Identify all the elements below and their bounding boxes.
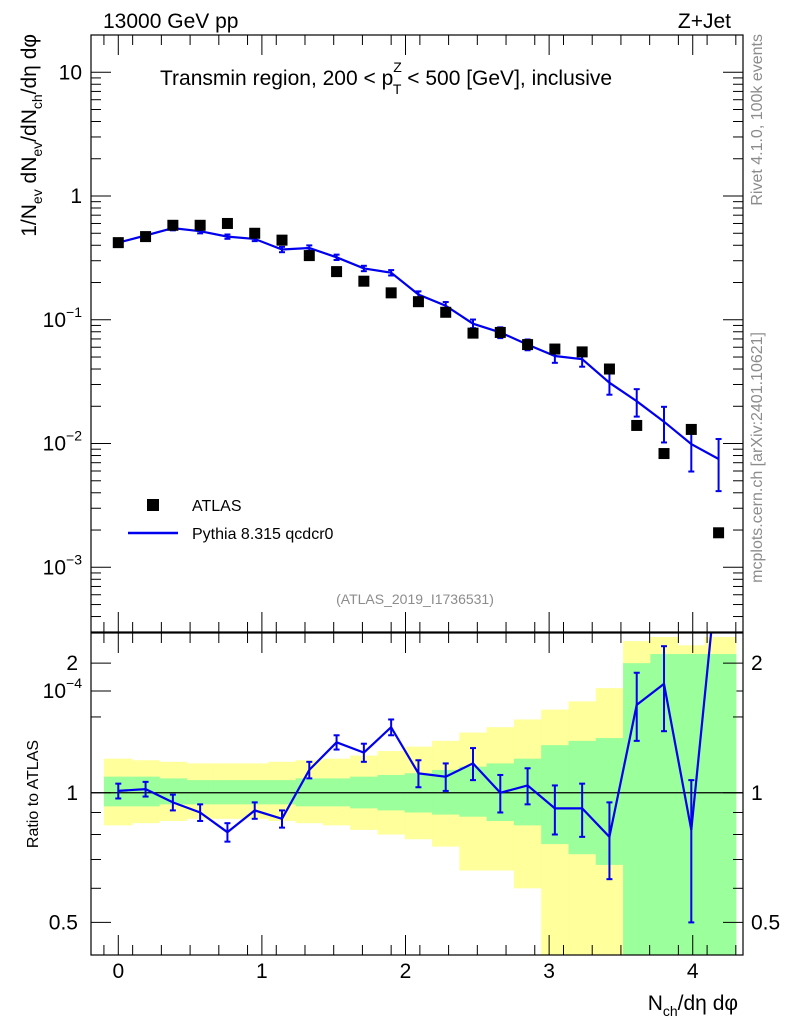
atlas-data-point <box>412 296 424 308</box>
legend-label-pythia: Pythia 8.315 qcdcr0 <box>192 526 334 543</box>
tick-base: 10 <box>43 680 66 703</box>
atlas-data-point <box>303 250 315 262</box>
tick-exponent: −3 <box>66 551 82 567</box>
ylabel-b: dN <box>18 157 41 190</box>
ratio-ytick-label-right: 0.5 <box>751 911 780 934</box>
atlas-data-point <box>385 287 397 299</box>
atlas-data-point <box>658 448 670 460</box>
ratio-xlabel: Nch/dη dφ <box>648 992 738 1019</box>
atlas-data-point <box>112 237 124 249</box>
xlabel-a-sub: ch <box>663 1003 678 1019</box>
atlas-data-point <box>603 363 615 375</box>
atlas-data-point <box>685 423 697 435</box>
title-pre: Transmin region, 200 < p <box>160 67 393 90</box>
xlabel-b: /dη dφ <box>678 992 738 1015</box>
tick-base: 1 <box>70 185 82 208</box>
title-post: < 500 [GeV], inclusive <box>401 67 612 90</box>
ratio-ytick-label-left: 1 <box>66 782 78 805</box>
atlas-data-point <box>522 339 534 351</box>
atlas-data-point <box>140 231 152 243</box>
atlas-data-point <box>194 219 206 231</box>
title-sub: T <box>393 81 402 97</box>
uncertainty-band-inner <box>704 654 737 955</box>
xlabel-a: N <box>648 992 663 1015</box>
analysis-watermark: (ATLAS_2019_I1736531) <box>336 591 494 607</box>
main-ytick-label: 10−4 <box>43 675 83 703</box>
ylabel-d: /dη dφ <box>18 34 41 94</box>
atlas-data-point <box>549 343 561 355</box>
rivet-label: Rivet 4.1.0, 100k events <box>749 34 766 206</box>
ylabel-a-sub: ev <box>29 189 45 204</box>
atlas-data-point <box>713 527 725 539</box>
tick-exponent: −1 <box>66 304 82 320</box>
atlas-data-point <box>358 275 370 287</box>
mcplots-label: mcplots.cern.ch [arXiv:2401.10621] <box>749 332 766 583</box>
ratio-xtick-label: 3 <box>543 960 555 983</box>
ratio-ytick-label-left: 0.5 <box>49 911 78 934</box>
ylabel-c: /dN <box>18 109 41 142</box>
ratio-xtick-label: 0 <box>112 960 124 983</box>
atlas-data-point <box>576 346 588 358</box>
ratio-frame <box>90 632 744 956</box>
ratio-ytick-label-left: 2 <box>66 652 78 675</box>
ratio-xtick-label: 2 <box>400 960 412 983</box>
main-ytick-label: 1 <box>70 185 82 208</box>
ylabel-b-sub: ev <box>29 142 45 157</box>
atlas-data-point <box>276 234 288 246</box>
atlas-data-point <box>221 217 233 229</box>
plot-title: Transmin region, 200 < pZ T < 500 [GeV], … <box>160 59 612 97</box>
legend-label-atlas: ATLAS <box>192 498 242 515</box>
ylabel-c-sub: ch <box>29 94 45 109</box>
atlas-data-point <box>440 306 452 318</box>
ratio-panel: 2 2 1 1 0.5 0.5 0 1 2 3 4 Ratio to ATLAS Nch/dη dφ <box>25 632 780 1019</box>
ratio-xtick-label: 4 <box>687 960 699 983</box>
main-ytick-label: 10−3 <box>43 551 83 579</box>
header-left: 13000 GeV pp <box>103 10 238 33</box>
ratio-ytick-label-right: 1 <box>751 782 763 805</box>
legend-marker-atlas <box>147 499 159 511</box>
atlas-data-point <box>167 219 179 231</box>
ratio-ytick-label-right: 2 <box>751 652 763 675</box>
atlas-data-point <box>331 266 343 278</box>
tick-base: 10 <box>59 61 82 84</box>
tick-base: 10 <box>43 433 66 456</box>
tick-base: 10 <box>43 556 66 579</box>
main-ytick-label: 10−2 <box>43 428 83 456</box>
legend: ATLAS Pythia 8.315 qcdcr0 <box>128 498 334 543</box>
tick-exponent: −4 <box>66 675 82 691</box>
main-ytick-label: 10 <box>59 61 82 84</box>
tick-exponent: −2 <box>66 428 82 444</box>
ratio-xtick-label: 1 <box>256 960 268 983</box>
atlas-data-point <box>631 419 643 431</box>
atlas-data-point <box>494 326 506 338</box>
main-frame <box>90 34 744 633</box>
ratio-ylabel: Ratio to ATLAS <box>25 740 42 848</box>
main-ylabel: 1/Nev dNev/dNch/dη dφ <box>18 34 45 237</box>
tick-base: 10 <box>43 309 66 332</box>
main-ytick-label: 10−1 <box>43 304 83 332</box>
atlas-data-point <box>249 227 261 239</box>
atlas-data-point <box>467 327 479 339</box>
title-sup: Z <box>393 59 402 75</box>
mc-line-main <box>118 226 720 460</box>
ylabel-a: 1/N <box>18 204 41 237</box>
header-right: Z+Jet <box>678 10 731 33</box>
